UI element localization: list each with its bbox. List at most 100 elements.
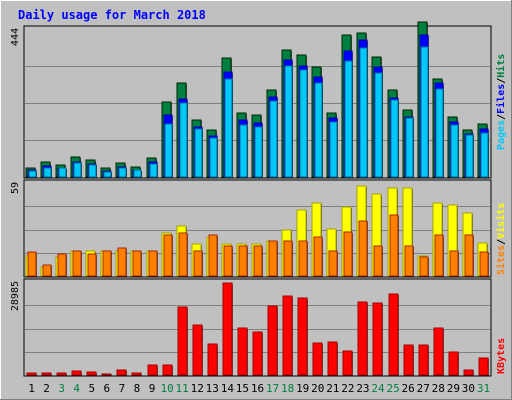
x-tick-label-27: 27: [417, 382, 430, 395]
x-tick-label-31: 31: [477, 382, 490, 395]
axis-label-bottom: KBytes: [496, 338, 507, 374]
bar-bottom-kbytes-27: [418, 344, 429, 376]
bar-top-pages-26: [405, 117, 414, 178]
bar-top-pages-7: [118, 167, 127, 178]
axis-label-part-top-4: Hits: [495, 54, 507, 78]
bar-middle-sites-6: [102, 250, 112, 277]
x-tick-label-15: 15: [236, 382, 249, 395]
bar-top-pages-28: [435, 88, 444, 178]
bar-top-pages-1: [28, 170, 37, 178]
x-tick-label-18: 18: [281, 382, 294, 395]
bar-bottom-kbytes-15: [237, 327, 248, 376]
bar-top-pages-10: [164, 123, 173, 178]
bar-top-pages-15: [239, 124, 248, 178]
bar-bottom-kbytes-1: [26, 372, 37, 376]
x-tick-label-5: 5: [88, 382, 95, 395]
x-tick-label-22: 22: [341, 382, 354, 395]
bar-bottom-kbytes-22: [342, 350, 353, 376]
axis-label-part-middle-2: Visits: [495, 203, 507, 239]
bar-top-pages-16: [254, 126, 263, 178]
axis-label-part-top-1: /: [496, 114, 507, 120]
panel-bottom: 28985 KBytes: [10, 278, 507, 377]
bar-middle-sites-3: [57, 253, 67, 277]
x-tick-label-7: 7: [119, 382, 126, 395]
bar-top-pages-23: [359, 47, 368, 178]
bar-top-pages-3: [58, 167, 67, 178]
max-label-middle: 59: [10, 182, 21, 194]
x-tick-label-20: 20: [311, 382, 324, 395]
bar-middle-sites-30: [464, 234, 474, 277]
bar-bottom-kbytes-9: [147, 364, 158, 376]
x-tick-label-13: 13: [206, 382, 219, 395]
bar-middle-sites-15: [238, 245, 248, 277]
bar-top-pages-9: [149, 163, 158, 178]
bar-top-pages-25: [390, 99, 399, 178]
x-tick-label-23: 23: [356, 382, 369, 395]
bar-top-pages-4: [73, 162, 82, 178]
bar-middle-sites-22: [343, 231, 353, 277]
bar-top-pages-21: [329, 121, 338, 178]
bar-bottom-kbytes-28: [433, 327, 444, 376]
bar-top-pages-20: [314, 82, 323, 178]
bar-bottom-kbytes-29: [448, 351, 459, 376]
bar-middle-sites-11: [178, 232, 188, 277]
x-tick-label-19: 19: [296, 382, 309, 395]
x-tick-label-17: 17: [266, 382, 279, 395]
bar-bottom-kbytes-19: [297, 297, 308, 376]
bar-middle-sites-10: [163, 234, 173, 277]
bar-top-pages-24: [374, 72, 383, 178]
x-tick-label-4: 4: [73, 382, 80, 395]
bar-middle-sites-23: [358, 220, 368, 277]
x-tick-label-8: 8: [134, 382, 141, 395]
axis-label-part-top-0: Pages: [496, 120, 507, 150]
x-tick-label-25: 25: [386, 382, 399, 395]
x-tick-label-14: 14: [221, 382, 235, 395]
axis-label-part-bottom-0: KBytes: [496, 338, 507, 374]
bar-top-pages-12: [194, 128, 203, 178]
bar-top-pages-31: [480, 132, 489, 178]
bar-top-pages-8: [133, 169, 142, 178]
x-tick-label-11: 11: [176, 382, 189, 395]
axis-label-top: Pages/Files/Hits: [495, 54, 507, 150]
bar-bottom-kbytes-24: [372, 302, 383, 376]
x-tick-label-1: 1: [28, 382, 35, 395]
bar-top-pages-13: [209, 137, 218, 178]
bar-middle-sites-4: [72, 250, 82, 277]
x-tick-label-24: 24: [371, 382, 385, 395]
x-tick-label-3: 3: [58, 382, 65, 395]
bar-bottom-kbytes-13: [207, 343, 218, 376]
bar-bottom-kbytes-10: [162, 364, 173, 376]
x-tick-label-16: 16: [251, 382, 264, 395]
bar-top-pages-22: [344, 60, 353, 178]
x-tick-label-2: 2: [43, 382, 50, 395]
chart-panels: 444Pages/Files/Hits59Sites/Visits28985KB…: [10, 21, 507, 377]
bar-middle-sites-13: [208, 234, 218, 277]
bar-bottom-kbytes-26: [403, 344, 414, 376]
bar-bottom-kbytes-7: [116, 369, 127, 376]
bar-middle-sites-25: [389, 214, 399, 277]
bar-top-pages-27: [420, 46, 429, 178]
bar-middle-sites-26: [404, 245, 414, 277]
bar-bottom-kbytes-20: [312, 342, 323, 376]
bar-middle-sites-29: [449, 250, 459, 277]
bar-bottom-kbytes-18: [282, 295, 293, 376]
bar-middle-sites-31: [479, 251, 489, 277]
bar-middle-sites-18: [283, 240, 293, 277]
bar-bottom-kbytes-8: [131, 372, 142, 376]
bar-top-pages-11: [179, 102, 188, 178]
bar-bottom-kbytes-2: [41, 372, 52, 376]
bar-middle-sites-5: [87, 253, 97, 277]
bar-bottom-kbytes-23: [357, 301, 368, 376]
bar-middle-sites-20: [313, 236, 323, 277]
bar-middle-sites-24: [373, 245, 383, 277]
bar-middle-sites-8: [132, 250, 142, 277]
bar-middle-sites-7: [117, 247, 127, 277]
panel-middle: 59 Sites/Visits: [10, 179, 507, 278]
x-tick-label-29: 29: [447, 382, 460, 395]
axis-label-part-top-3: /: [496, 78, 507, 84]
bar-bottom-kbytes-30: [463, 369, 474, 376]
bar-middle-sites-28: [434, 234, 444, 277]
x-tick-label-6: 6: [104, 382, 111, 395]
x-tick-label-9: 9: [149, 382, 156, 395]
